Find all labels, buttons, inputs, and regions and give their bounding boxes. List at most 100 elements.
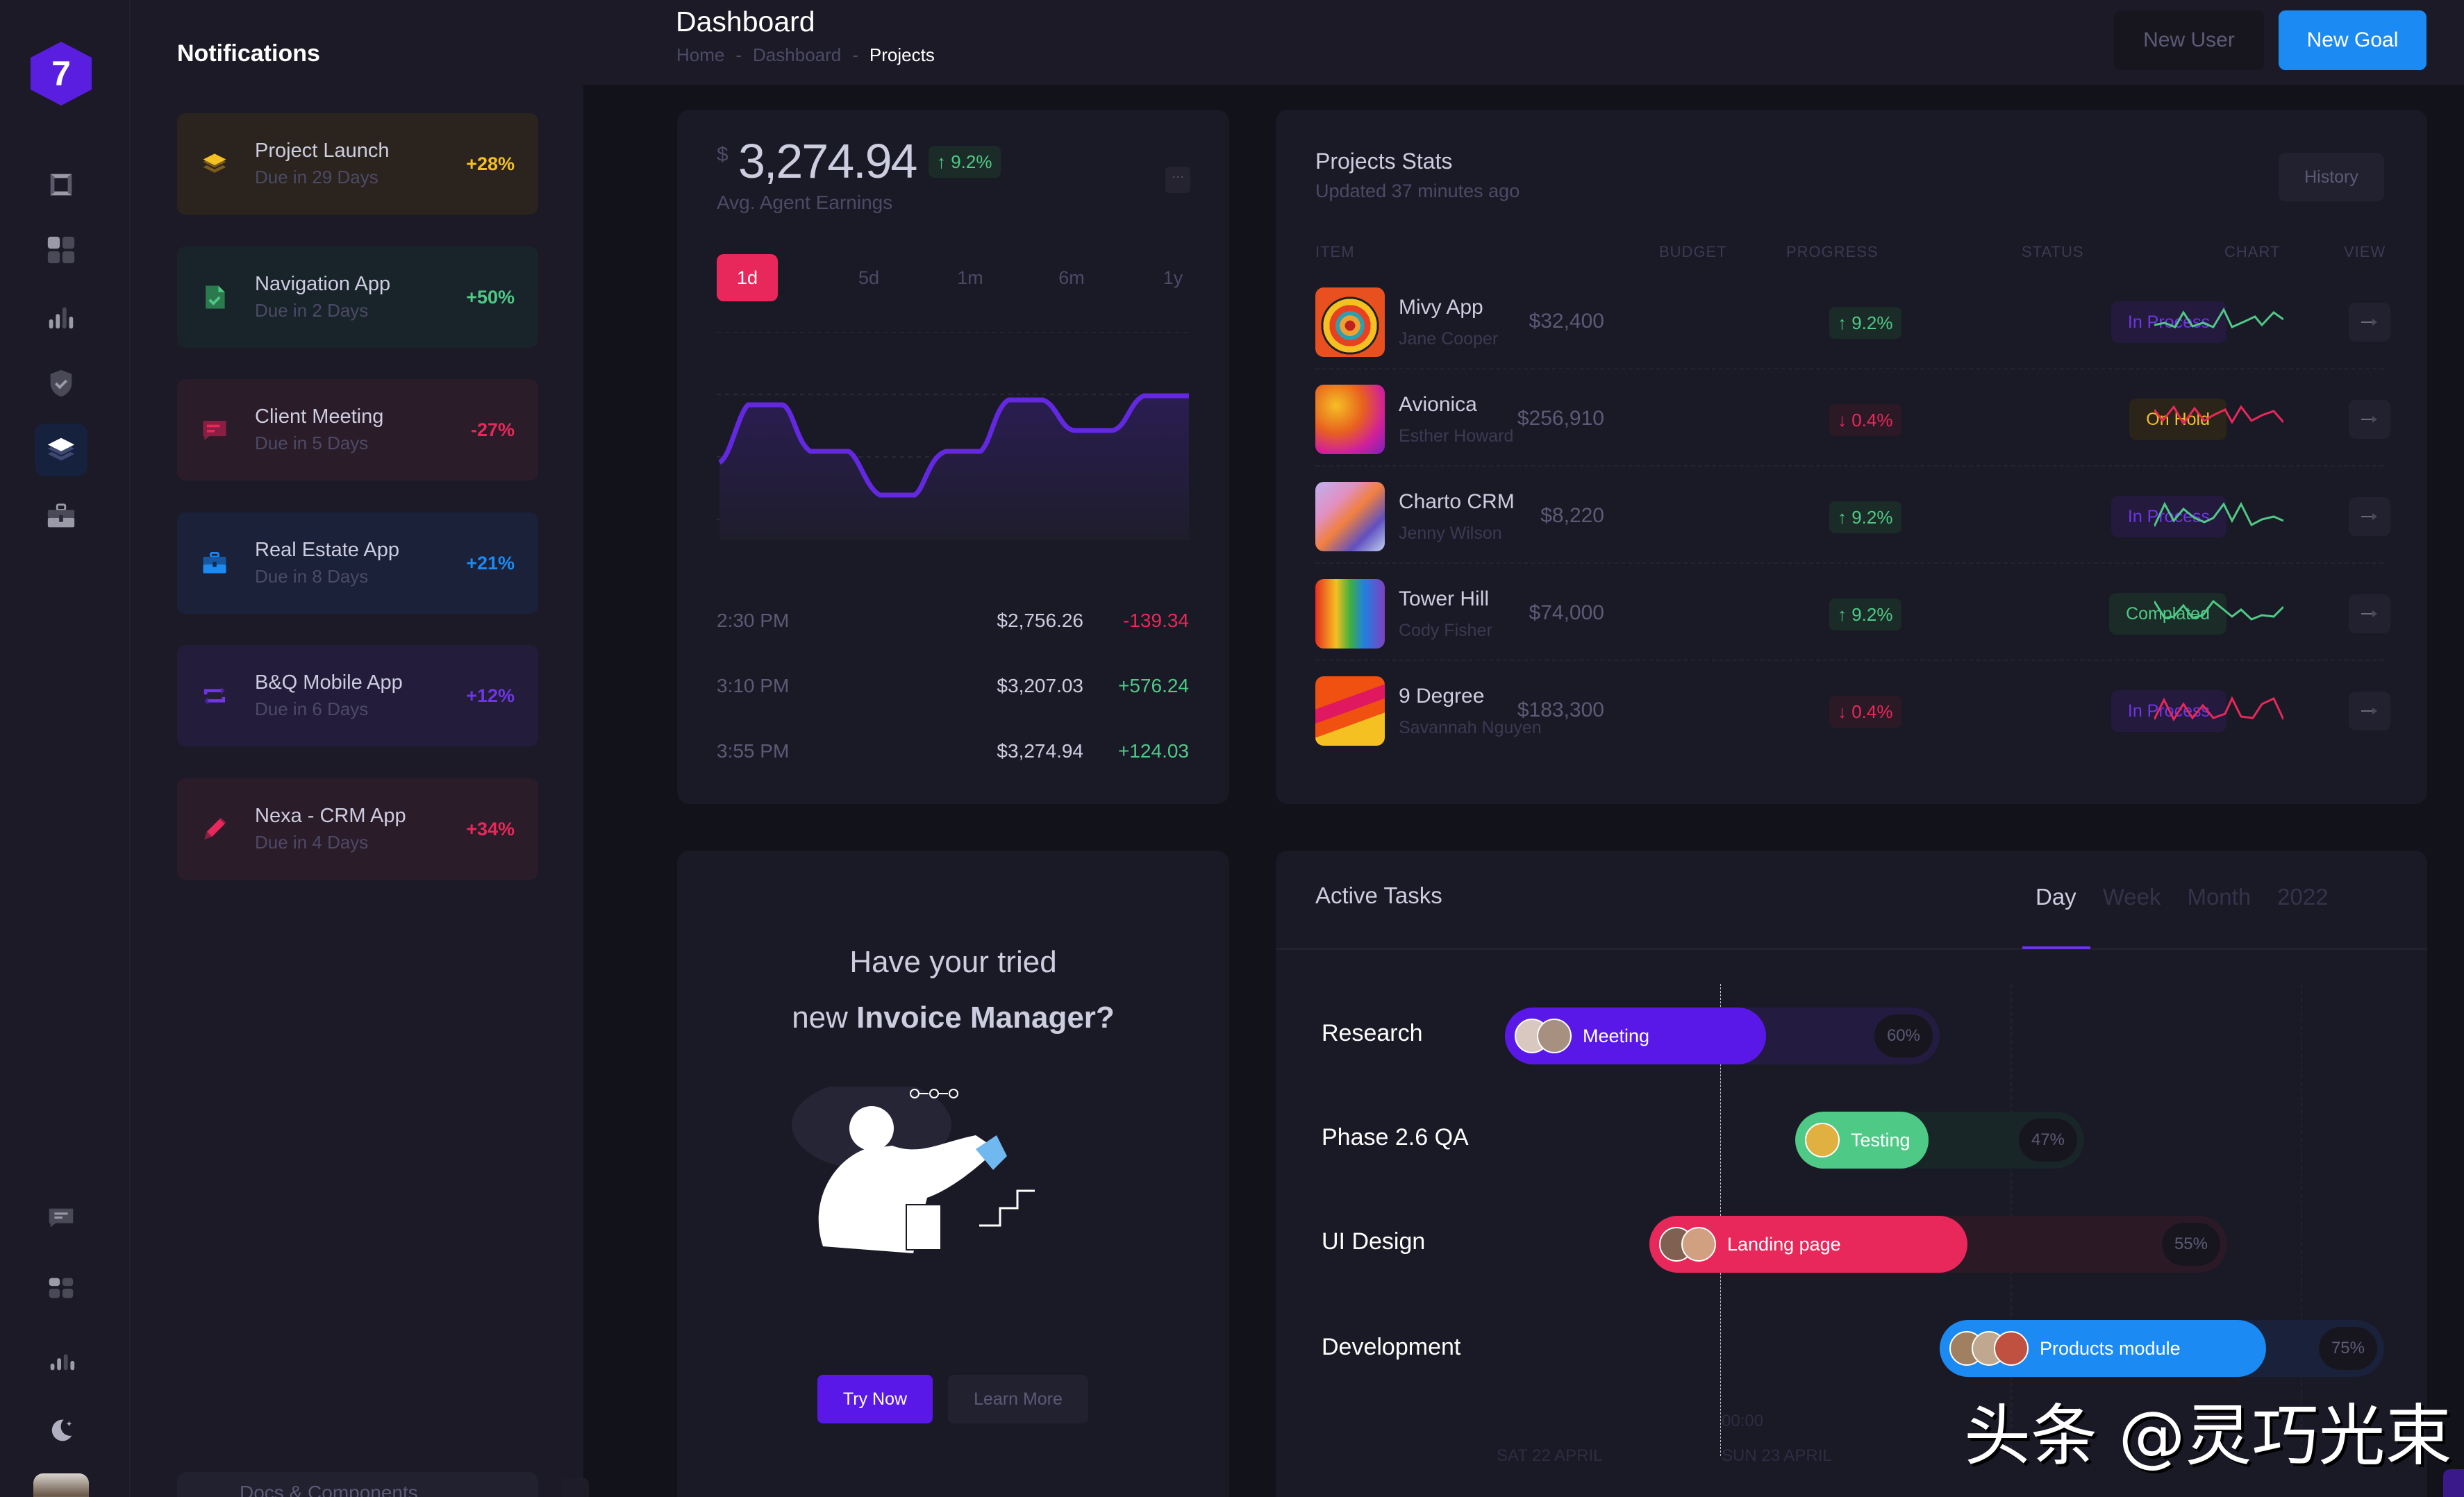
new-user-button[interactable]: New User [2114, 10, 2264, 70]
view-button[interactable] [2349, 594, 2390, 633]
table-row: Tower Hill Cody Fisher $74,000 ↑ 9.2% Co… [1315, 562, 2390, 660]
notification-pct: -27% [470, 419, 515, 440]
project-name[interactable]: 9 Degree [1399, 685, 1485, 708]
more-icon: ··· [1172, 169, 1184, 183]
collapse-panel-button[interactable] [561, 1478, 589, 1497]
tab-week[interactable]: Week [2102, 884, 2161, 910]
watermark: 头条 @灵巧光束 [1964, 1397, 2452, 1475]
sparkline-chart [2154, 696, 2283, 722]
arrow-right-icon [2361, 416, 2377, 423]
range-1d[interactable]: 1d [717, 254, 778, 301]
notification-due: Due in 29 Days [255, 167, 378, 187]
rail-item-analytics[interactable] [35, 1333, 88, 1386]
earnings-label: Avg. Agent Earnings [717, 192, 893, 213]
app-logo[interactable]: 7 [31, 42, 92, 106]
earnings-line-chart [717, 332, 1189, 540]
rail-item-security[interactable] [35, 357, 88, 410]
notifications-panel: Notifications Project Launch Due in 29 Da… [131, 0, 583, 1497]
rail-item-grid[interactable] [35, 224, 88, 276]
task-bar-fill: Testing [1795, 1112, 1929, 1169]
notification-item[interactable]: Project Launch Due in 29 Days +28% [177, 113, 538, 215]
project-name[interactable]: Tower Hill [1399, 587, 1490, 610]
promo-line2: new Invoice Manager? [677, 1001, 1229, 1035]
dashboard-icon [49, 1278, 74, 1298]
notification-item[interactable]: B&Q Mobile App Due in 6 Days +12% [177, 645, 538, 746]
breadcrumb-dashboard[interactable]: Dashboard [753, 44, 842, 65]
rail-item-chat[interactable] [35, 1191, 88, 1244]
view-button[interactable] [2349, 400, 2390, 439]
sparkline-chart [2154, 501, 2283, 527]
rail-item-dashboard[interactable] [35, 1262, 88, 1315]
user-avatar[interactable] [33, 1473, 89, 1497]
more-options-button[interactable]: ··· [1165, 167, 1190, 193]
logo-label: 7 [51, 54, 71, 93]
task-pct: 75% [2318, 1327, 2377, 1370]
try-now-button[interactable]: Try Now [817, 1375, 933, 1423]
learn-more-button[interactable]: Learn More [948, 1375, 1088, 1423]
breadcrumb-home[interactable]: Home [676, 44, 725, 65]
arrow-right-icon [2361, 513, 2377, 520]
notification-item[interactable]: Navigation App Due in 2 Days +50% [177, 246, 538, 348]
task-row-label: Research [1322, 1020, 1423, 1046]
project-name[interactable]: Charto CRM [1399, 490, 1515, 513]
status-badge: Complated [2109, 593, 2226, 635]
project-name[interactable]: Avionica [1399, 393, 1477, 416]
notification-item[interactable]: Client Meeting Due in 5 Days -27% [177, 379, 538, 480]
rail-item-frame[interactable] [35, 158, 88, 211]
docs-components-button[interactable]: Docs & Components [177, 1472, 538, 1497]
notification-item[interactable]: Nexa - CRM App Due in 4 Days +34% [177, 778, 538, 880]
view-button[interactable] [2349, 303, 2390, 342]
range-5d[interactable]: 5d [858, 267, 880, 288]
table-row: Charto CRM Jenny Wilson $8,220 ↑ 9.2% In… [1315, 465, 2390, 562]
project-thumbnail [1315, 676, 1385, 746]
row-divider [1315, 368, 2383, 369]
moon-icon [51, 1419, 72, 1441]
task-bar-fill: Meeting [1505, 1007, 1766, 1064]
tab-month[interactable]: Month [2187, 884, 2251, 910]
promo-line2-bold: Invoice Manager? [856, 1001, 1115, 1035]
notification-due: Due in 6 Days [255, 699, 369, 719]
bar-chart-icon [49, 307, 74, 329]
page-title: Dashboard [676, 6, 815, 37]
project-budget: $32,400 [1529, 310, 1604, 333]
task-row-label: UI Design [1322, 1228, 1426, 1255]
rail-item-briefcase[interactable] [35, 490, 88, 543]
page-header: Dashboard Home - Dashboard - Projects Ne… [583, 0, 2464, 85]
range-1y[interactable]: 1y [1163, 267, 1183, 288]
tab-day[interactable]: Day [2036, 884, 2076, 910]
task-bar[interactable]: Testing 47% [1795, 1112, 2084, 1169]
notification-name: Client Meeting [255, 405, 384, 428]
notification-item[interactable]: Real Estate App Due in 8 Days +21% [177, 512, 538, 614]
axis-day-label: SAT 22 APRIL [1497, 1446, 1603, 1465]
rail-item-stats[interactable] [35, 290, 88, 343]
task-bar[interactable]: Products module 75% [1940, 1320, 2384, 1377]
briefcase-icon [47, 503, 75, 528]
axis-day-label: SUN 23 APRIL [1722, 1446, 1832, 1465]
theme-toggle[interactable] [35, 1404, 88, 1457]
project-thumbnail [1315, 385, 1385, 454]
corner-action-button[interactable] [2443, 1469, 2464, 1497]
history-button[interactable]: History [2279, 153, 2384, 201]
chat-icon [49, 1208, 74, 1228]
range-1m[interactable]: 1m [957, 267, 983, 288]
col-item: ITEM [1315, 243, 1355, 260]
task-bar[interactable]: Landing page 55% [1649, 1216, 2227, 1273]
tx-value: $3,207.03 [997, 675, 1083, 696]
range-6m[interactable]: 6m [1058, 267, 1085, 288]
view-button[interactable] [2349, 692, 2390, 730]
project-budget: $183,300 [1517, 699, 1604, 721]
active-tab-indicator [2022, 946, 2090, 949]
grid-icon [47, 236, 75, 264]
project-name[interactable]: Mivy App [1399, 296, 1483, 319]
bar-chart-icon [50, 1354, 75, 1371]
promo-line2-prefix: new [792, 1001, 857, 1035]
axis-time-label: 00:00 [1722, 1412, 1764, 1430]
notification-pct: +12% [466, 685, 515, 706]
rail-item-layers[interactable] [35, 424, 88, 476]
projects-updated: Updated 37 minutes ago [1315, 181, 1520, 201]
view-button[interactable] [2349, 497, 2390, 536]
tab-year[interactable]: 2022 [2277, 884, 2329, 910]
new-goal-button[interactable]: New Goal [2279, 10, 2426, 70]
task-bar[interactable]: Meeting 60% [1505, 1007, 1940, 1064]
notification-pct: +34% [466, 818, 515, 839]
